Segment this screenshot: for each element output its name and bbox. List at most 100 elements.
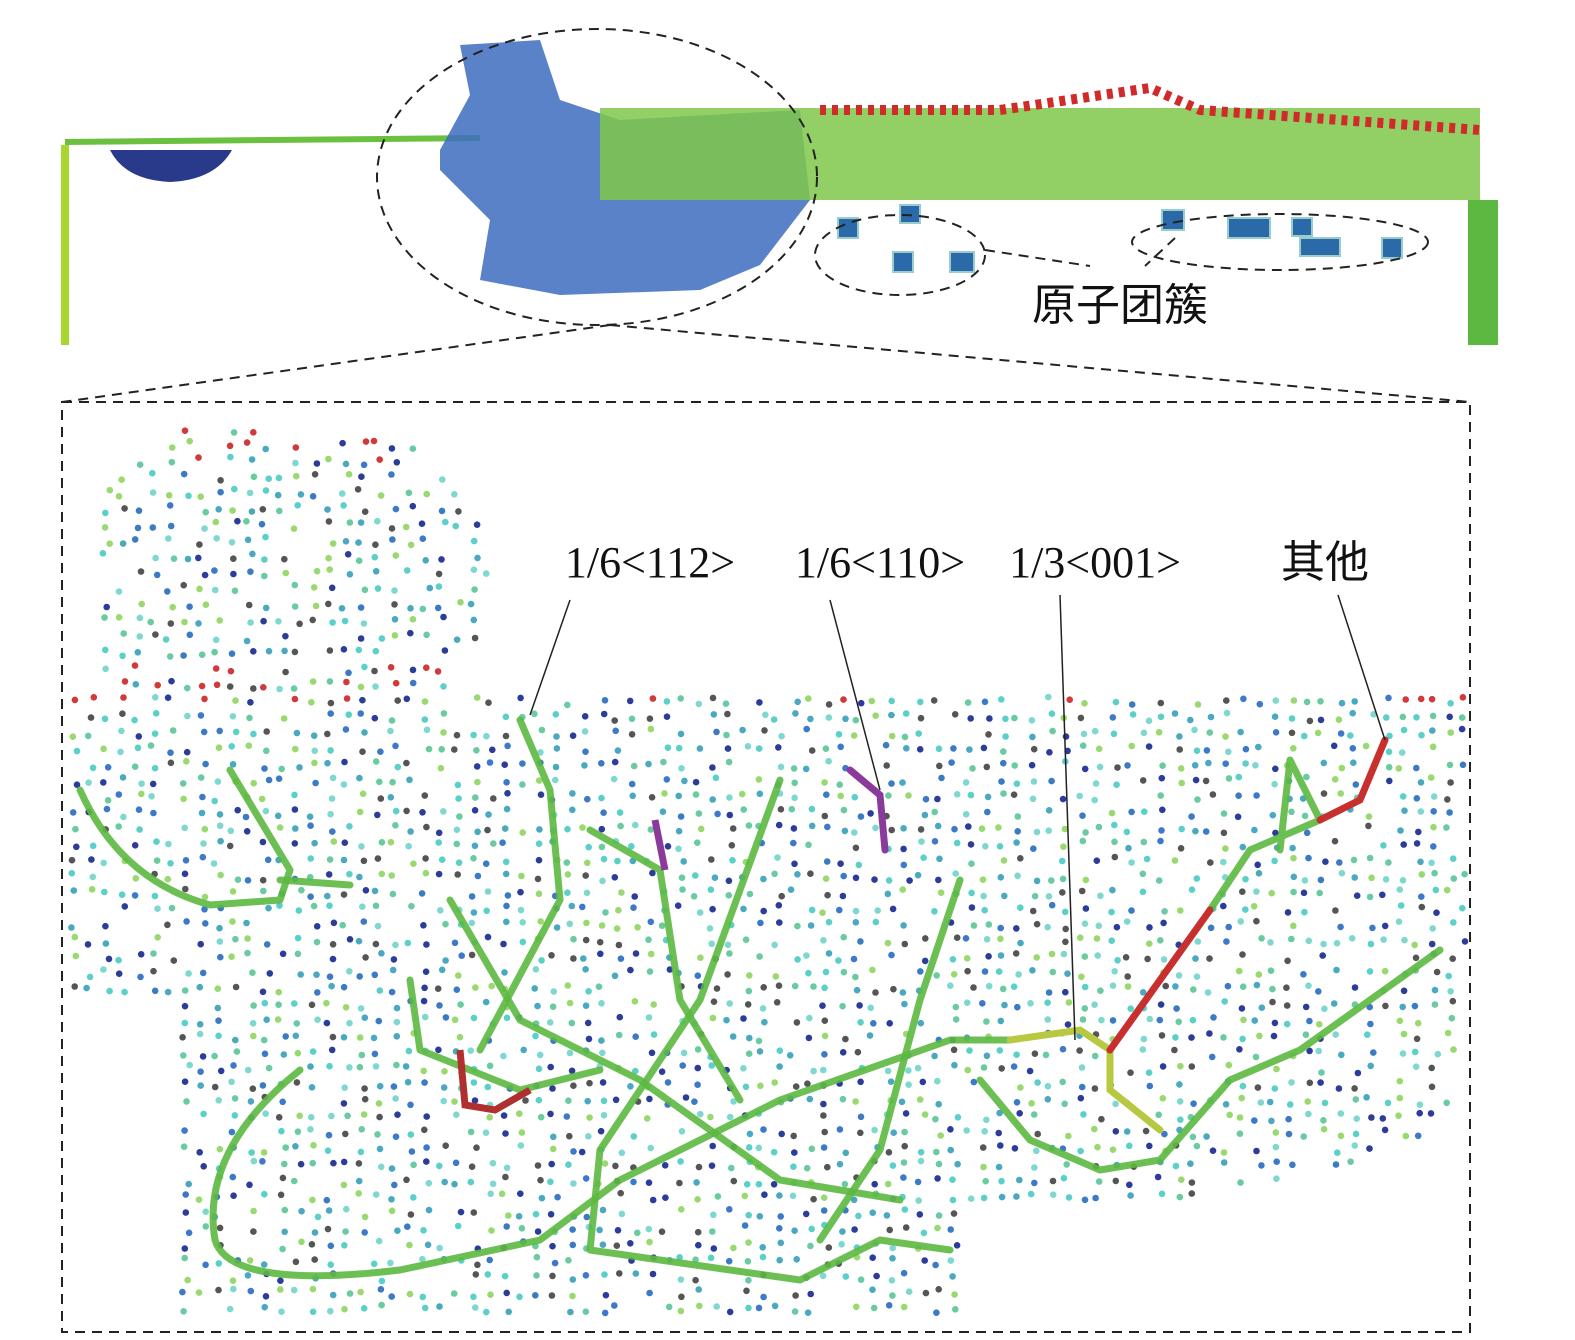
atom	[598, 825, 606, 833]
atom	[167, 860, 174, 867]
atom	[342, 1228, 349, 1235]
atom	[931, 808, 938, 816]
atom	[1082, 829, 1089, 836]
atom	[1145, 743, 1153, 750]
atom	[745, 1144, 753, 1151]
atom	[883, 1212, 891, 1219]
atom	[325, 518, 333, 525]
atom	[792, 1083, 800, 1090]
atom	[441, 647, 449, 654]
atom	[297, 1160, 305, 1168]
atom	[1253, 1147, 1260, 1155]
atom	[327, 1307, 334, 1315]
atom	[214, 985, 222, 992]
atom	[246, 489, 254, 497]
atom	[104, 797, 112, 804]
atom	[1064, 1021, 1072, 1028]
atom	[328, 982, 335, 990]
atom	[85, 779, 92, 786]
atom	[359, 790, 367, 798]
atom	[679, 886, 686, 893]
atom	[726, 1000, 733, 1007]
atom	[1027, 1190, 1035, 1198]
atom	[120, 630, 127, 637]
atom	[488, 1227, 495, 1234]
atom	[375, 1017, 383, 1025]
atom	[1269, 985, 1276, 993]
atom	[778, 732, 785, 740]
atom	[1177, 845, 1185, 852]
atom	[454, 871, 462, 878]
atom	[374, 1131, 381, 1138]
atom	[549, 1003, 557, 1010]
atom	[344, 1112, 351, 1120]
atom	[149, 780, 157, 788]
atom	[920, 854, 927, 861]
atom	[870, 1020, 877, 1027]
atom	[102, 922, 109, 930]
atom	[1048, 877, 1055, 884]
atom	[329, 828, 336, 835]
atom	[1397, 827, 1404, 834]
atom	[776, 1225, 783, 1232]
atom	[1220, 1149, 1228, 1156]
atom	[932, 1261, 939, 1269]
atom	[501, 761, 509, 768]
atom	[406, 1241, 413, 1249]
atom	[196, 585, 203, 593]
atom	[565, 1257, 572, 1264]
atom	[1062, 938, 1069, 946]
atom	[250, 685, 257, 692]
atom	[935, 876, 942, 884]
atom	[730, 1177, 738, 1185]
atom	[1315, 988, 1322, 995]
atom	[259, 988, 267, 996]
atom	[202, 1261, 209, 1269]
atom	[678, 1128, 686, 1135]
atom	[840, 872, 847, 880]
atom	[201, 906, 208, 913]
atom	[980, 1064, 988, 1071]
atom	[166, 653, 174, 660]
atom	[518, 1225, 526, 1232]
atom	[100, 745, 107, 753]
atom	[195, 1196, 203, 1203]
atom	[327, 810, 334, 818]
atom	[1210, 1014, 1217, 1021]
atom	[936, 855, 943, 863]
atom	[436, 1244, 443, 1252]
atom	[900, 1174, 907, 1181]
atom	[370, 1034, 378, 1042]
atom	[410, 1161, 417, 1169]
atom	[645, 1014, 653, 1021]
atom	[631, 998, 639, 1005]
atom	[570, 1082, 577, 1089]
atom	[819, 909, 826, 916]
atom	[1029, 967, 1036, 974]
atom	[917, 714, 925, 722]
atom	[1400, 987, 1408, 995]
atom	[232, 983, 240, 991]
atom	[263, 728, 271, 735]
atom	[1193, 875, 1201, 882]
atom	[1337, 790, 1344, 797]
atom	[1157, 699, 1165, 707]
atom	[186, 1061, 193, 1069]
atom	[1206, 1030, 1213, 1037]
atom	[692, 872, 699, 879]
atom	[998, 1193, 1006, 1201]
atom	[617, 1189, 624, 1197]
atom	[359, 696, 366, 704]
atom	[131, 716, 138, 724]
atom	[262, 533, 269, 541]
atom	[900, 1269, 908, 1277]
atom	[1370, 1049, 1377, 1056]
atom	[261, 572, 268, 580]
atom	[1256, 700, 1264, 708]
atom	[920, 1229, 928, 1237]
atom	[324, 759, 331, 767]
atom	[217, 837, 224, 845]
atom	[309, 616, 317, 624]
atom	[474, 828, 481, 836]
atom	[931, 838, 939, 845]
